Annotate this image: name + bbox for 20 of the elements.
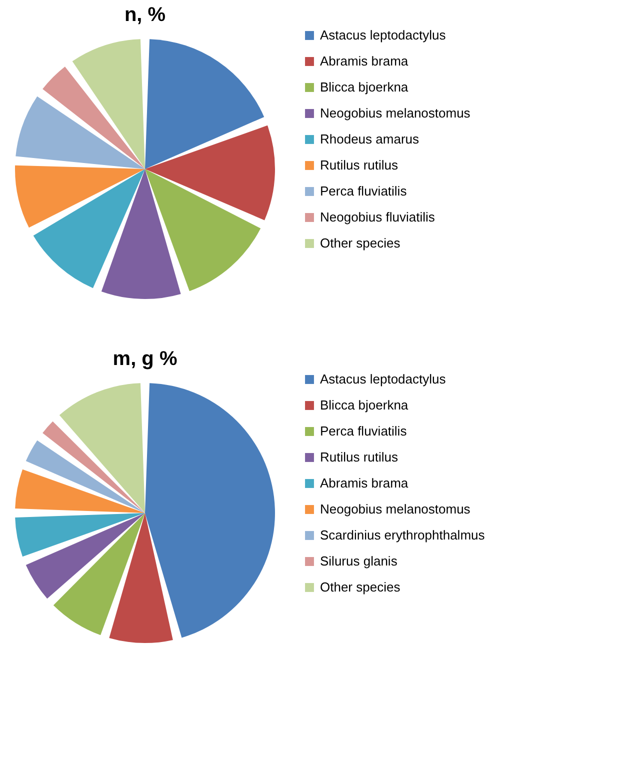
- legend-label: Abramis brama: [320, 476, 409, 490]
- chart-title: m, g %: [112, 348, 178, 370]
- legend-label: Perca fluviatilis: [320, 184, 408, 198]
- legend-label: Other species: [320, 580, 401, 594]
- legend-label: Rhodeus amarus: [320, 132, 420, 146]
- legend-label: Silurus glanis: [320, 554, 398, 568]
- legend-label: Astacus leptodactylus: [320, 28, 446, 42]
- chart-title: n, %: [124, 4, 166, 26]
- legend-label: Abramis brama: [320, 54, 409, 68]
- legend-label: Astacus leptodactylus: [320, 372, 446, 386]
- legend-label: Neogobius melanostomus: [320, 502, 471, 516]
- legend-label: Neogobius fluviatilis: [320, 210, 436, 224]
- legend-label: Rutilus rutilus: [320, 450, 399, 464]
- legend-label: Scardinius erythrophthalmus: [320, 528, 486, 542]
- legend-label: Other species: [320, 236, 401, 250]
- legend-label: Perca fluviatilis: [320, 424, 408, 438]
- legend-label: Blicca bjoerkna: [320, 398, 409, 412]
- legend-label: Neogobius melanostomus: [320, 106, 471, 120]
- legend-label: Rutilus rutilus: [320, 158, 399, 172]
- legend-label: Blicca bjoerkna: [320, 80, 409, 94]
